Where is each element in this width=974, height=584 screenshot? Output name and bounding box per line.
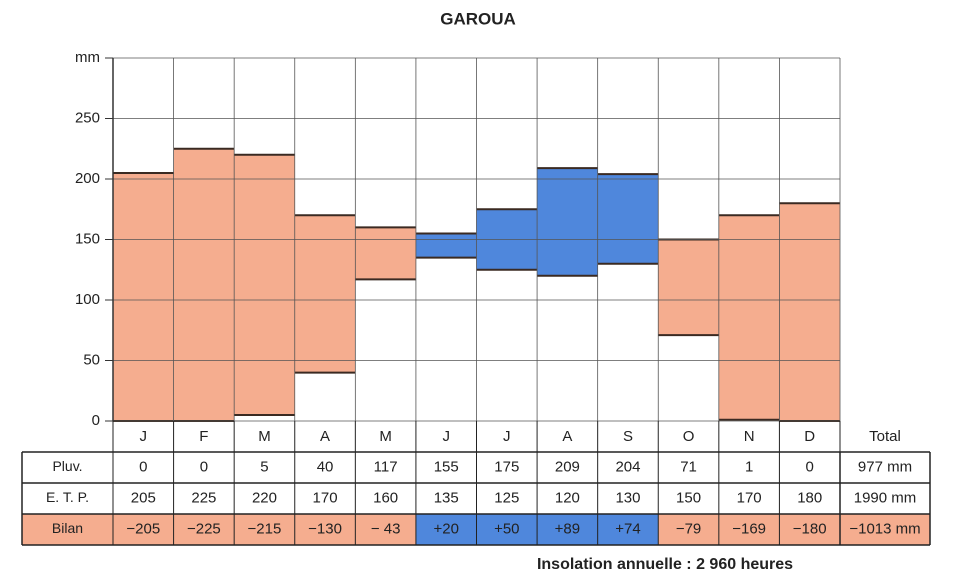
cell-value: 150 [676,489,701,506]
bar [779,203,840,421]
cell-value: +50 [494,520,519,537]
cell-value: 180 [797,489,822,506]
y-tick-label: 100 [75,291,100,308]
cell-value: 130 [615,489,640,506]
month-label: F [199,428,208,445]
cell-value: 155 [434,458,459,475]
cell-value: − 43 [371,520,401,537]
y-tick-label: 0 [92,412,100,429]
month-label: D [804,428,815,445]
cell-value: 117 [374,458,398,475]
row-label: Pluv. [52,458,82,474]
cell-value: 120 [555,489,580,506]
bar [537,168,598,276]
bar [355,227,416,279]
cell-value: 205 [131,489,156,506]
cell-value: 170 [313,489,338,506]
month-label: O [683,428,695,445]
cell-value: 209 [555,458,580,475]
y-tick-label: 150 [75,230,100,247]
cell-value: −79 [676,520,701,537]
cell-value: 175 [494,458,519,475]
cell-value: 170 [737,489,762,506]
cell-value: 160 [373,489,398,506]
cell-value: 225 [191,489,216,506]
month-label: M [258,428,271,445]
month-label: J [442,428,450,445]
cell-value: −215 [248,520,282,537]
row-total: −1013 mm [849,520,920,537]
bar [719,215,780,419]
cell-value: 0 [139,458,147,475]
month-label: M [379,428,392,445]
cell-value: 0 [806,458,814,475]
cell-value: −225 [187,520,221,537]
chart: GAROUA Insolation annuelle : 2 960 heure… [0,0,974,584]
cell-value: −169 [732,520,766,537]
total-header: Total [869,428,901,445]
cell-value: 1 [745,458,753,475]
cell-value: 0 [200,458,208,475]
cell-value: +89 [555,520,580,537]
row-total: 1990 mm [854,489,917,506]
month-label: A [320,428,330,445]
note: Insolation annuelle : 2 960 heures [537,556,793,573]
cell-value: 71 [680,458,697,475]
chart-title: GAROUA [440,9,516,28]
bar [295,215,356,372]
cell-value: 204 [615,458,640,475]
cell-value: 135 [434,489,459,506]
bar [658,240,719,336]
cell-value: 220 [252,489,277,506]
y-tick-label: 200 [75,170,100,187]
y-tick-label: 250 [75,109,100,126]
row-total: 977 mm [858,458,912,475]
cell-value: 125 [494,489,519,506]
month-label: J [140,428,148,445]
cell-value: −205 [126,520,160,537]
bar [234,155,295,415]
cell-value: 40 [317,458,334,475]
cell-value: +74 [615,520,640,537]
bar [113,173,174,421]
row-label: E. T. P. [46,489,89,505]
cell-value: −180 [793,520,827,537]
row-label: Bilan [52,520,83,536]
y-tick-label: 50 [83,351,100,368]
y-tick-label: mm [75,49,100,66]
month-label: A [562,428,572,445]
cell-value: 5 [260,458,268,475]
bar [416,233,477,257]
month-label: S [623,428,633,445]
cell-value: +20 [433,520,458,537]
cell-value: −130 [308,520,342,537]
bar [598,174,659,264]
bar [174,149,235,421]
month-label: J [503,428,511,445]
month-label: N [744,428,755,445]
